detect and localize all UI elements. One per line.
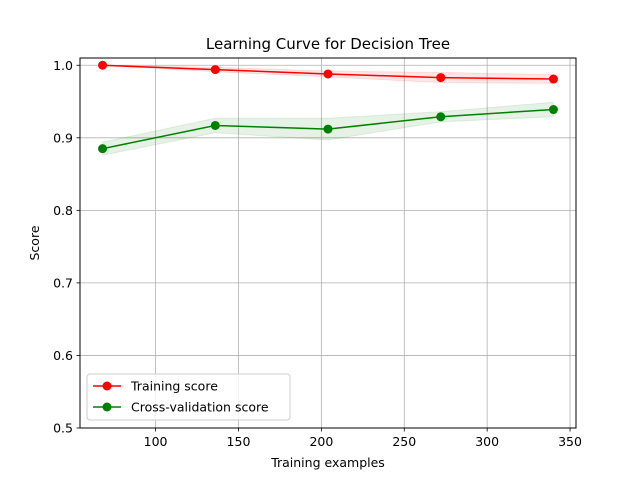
data-point-cross-validation xyxy=(210,120,220,130)
axis-ticks: 100 150 200 250 300 350 0.5 0.6 0.7 0.8 0.9 1.0 xyxy=(53,58,582,449)
data-point-training xyxy=(436,73,446,83)
legend-marker-training xyxy=(102,381,112,391)
x-tick-label: 100 xyxy=(144,434,168,449)
y-tick-label: 0.9 xyxy=(53,130,73,145)
grid xyxy=(80,58,576,429)
data-point-cross-validation xyxy=(98,144,108,154)
data-point-cross-validation xyxy=(436,112,446,122)
data-point-cross-validation xyxy=(548,105,558,115)
legend-box xyxy=(86,373,291,421)
legend-label-training: Training score xyxy=(130,379,218,394)
data-point-training xyxy=(323,69,333,79)
x-tick-label: 200 xyxy=(309,434,333,449)
plot-frame xyxy=(79,57,577,429)
y-axis-label: Score xyxy=(27,225,42,260)
legend-label-cross-validation: Cross-validation score xyxy=(131,400,269,415)
data-point-training xyxy=(98,60,108,70)
y-tick-label: 0.6 xyxy=(53,348,73,363)
chart-title: Learning Curve for Decision Tree xyxy=(206,35,450,53)
x-tick-label: 150 xyxy=(227,434,251,449)
series-lines xyxy=(98,60,558,154)
x-tick-label: 350 xyxy=(558,434,582,449)
x-tick-label: 250 xyxy=(392,434,416,449)
x-axis-label: Training examples xyxy=(270,455,385,470)
data-point-training xyxy=(210,65,220,75)
x-tick-label: 300 xyxy=(475,434,499,449)
data-point-cross-validation xyxy=(323,124,333,134)
y-tick-label: 0.5 xyxy=(53,421,73,436)
legend: Training score Cross-validation score xyxy=(86,373,291,421)
y-tick-label: 0.8 xyxy=(53,203,73,218)
y-tick-label: 1.0 xyxy=(53,58,73,73)
y-tick-label: 0.7 xyxy=(53,275,73,290)
data-point-training xyxy=(548,74,558,84)
legend-marker-cross-validation xyxy=(102,402,112,412)
